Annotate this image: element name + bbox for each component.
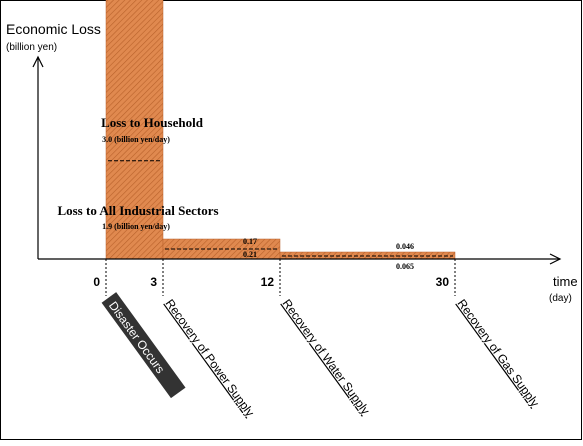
bars-group bbox=[105, 0, 456, 260]
event-2: Recovery of Power Supply bbox=[163, 297, 257, 420]
dividers-group bbox=[108, 160, 453, 257]
x-tick-label: 3 bbox=[150, 275, 157, 289]
industrial-value: 1.9 (billion yen/day) bbox=[102, 222, 170, 231]
seg2-top-label: 0.17 bbox=[243, 237, 257, 246]
x-ticks-group: 0 3 12 30 bbox=[93, 259, 456, 296]
event-label: Recovery of Power Supply bbox=[163, 297, 257, 420]
event-label: Disaster Occurs bbox=[106, 299, 167, 376]
x-axis-title: time bbox=[553, 274, 578, 289]
industrial-title: Loss to All Industrial Sectors bbox=[57, 203, 218, 218]
event-label: Recovery of Gas Supply bbox=[455, 297, 542, 410]
household-value: 3.0 (billion yen/day) bbox=[102, 135, 170, 144]
bar-segment-1 bbox=[105, 0, 164, 260]
household-title: Loss to Household bbox=[101, 115, 204, 130]
seg2-bottom-label: 0.21 bbox=[243, 250, 257, 259]
event-3: Recovery of Water Supply bbox=[280, 297, 373, 418]
y-axis-arrow bbox=[32, 55, 44, 68]
event-4: Recovery of Gas Supply bbox=[455, 297, 542, 410]
y-axis-unit: (billion yen) bbox=[6, 42, 57, 53]
x-axis-unit: (day) bbox=[549, 293, 572, 304]
x-tick-label: 0 bbox=[93, 275, 100, 289]
event-badge bbox=[101, 292, 186, 399]
x-axis-arrow bbox=[549, 253, 562, 265]
seg3-bottom-label: 0.065 bbox=[396, 262, 414, 271]
y-axis-title: Economic Loss bbox=[6, 21, 101, 37]
seg3-top-label: 0.046 bbox=[396, 242, 414, 251]
event-label: Recovery of Water Supply bbox=[280, 297, 373, 418]
x-tick-label: 30 bbox=[436, 275, 450, 289]
x-tick-label: 12 bbox=[261, 275, 275, 289]
